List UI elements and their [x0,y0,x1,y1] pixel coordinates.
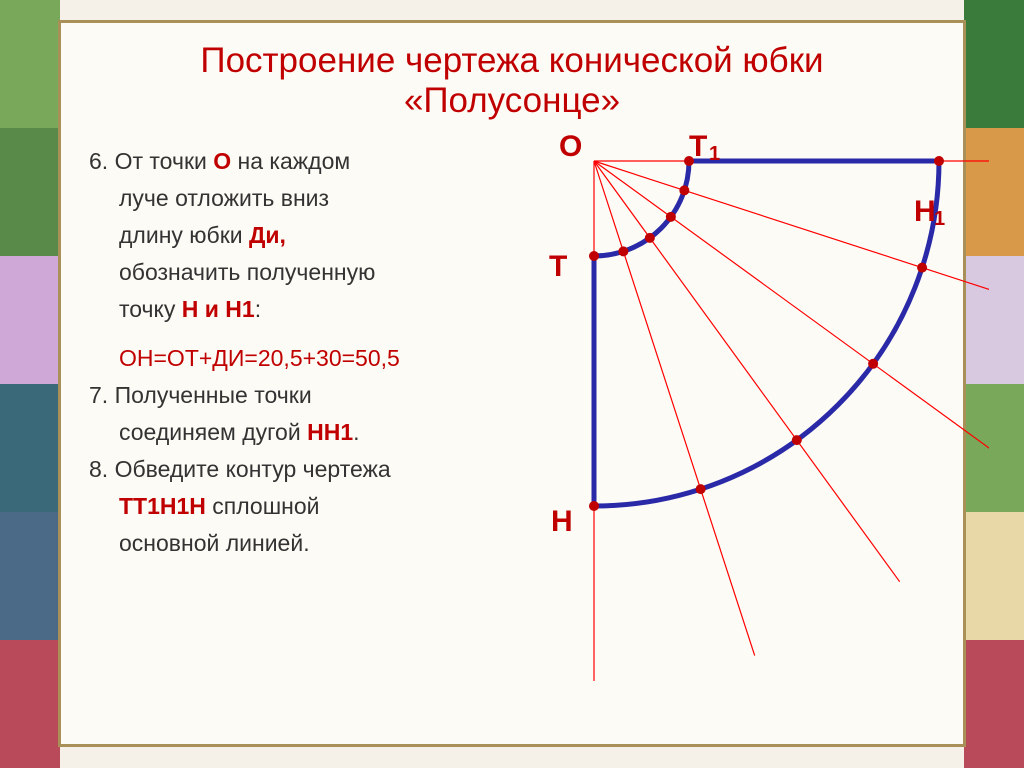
step-6-line5: точку Н и Н1: [89,294,479,325]
step-8-line1: 8. Обведите контур чертежа [89,454,479,485]
svg-text:О: О [559,131,582,163]
slide-frame: Построение чертежа конической юбки «Полу… [58,20,966,747]
decorative-strip [0,0,60,128]
step-8-line3: основной линией. [89,528,479,559]
decorative-strip [0,128,60,256]
formula: ОН=ОТ+ДИ=20,5+30=50,5 [89,343,479,374]
step-6-line2: луче отложить вниз [89,183,479,214]
svg-text:Н: Н [551,505,573,538]
svg-text:1: 1 [709,143,720,165]
svg-text:1: 1 [934,208,945,230]
decorative-strip [0,640,60,768]
step-6-line4: обозначить полученную [89,257,479,288]
step-7-line2: соединяем дугой НН1. [89,417,479,448]
instructions-text: 6. От точки О на каждом луче отложить вн… [89,146,479,566]
step-6-line1: 6. От точки О на каждом [89,146,479,177]
svg-text:Т: Т [689,131,707,163]
step-6-line3: длину юбки Ди, [89,220,479,251]
svg-text:Н: Н [914,195,936,228]
decorative-strip [0,384,60,512]
step-8-line2: ТТ1Н1Н сплошной [89,491,479,522]
decorative-strip [0,256,60,384]
decorative-strip [0,512,60,640]
svg-text:Т: Т [549,250,567,283]
step-7-line1: 7. Полученные точки [89,380,479,411]
decorative-strip [964,0,1024,128]
pattern-diagram: ОТ1Н1ТН [499,146,935,566]
diagram-svg: ОТ1Н1ТН [489,131,989,701]
decorative-border-left [0,0,60,767]
slide-title: Построение чертежа конической юбки «Полу… [89,41,935,122]
main-content: 6. От точки О на каждом луче отложить вн… [89,146,935,566]
